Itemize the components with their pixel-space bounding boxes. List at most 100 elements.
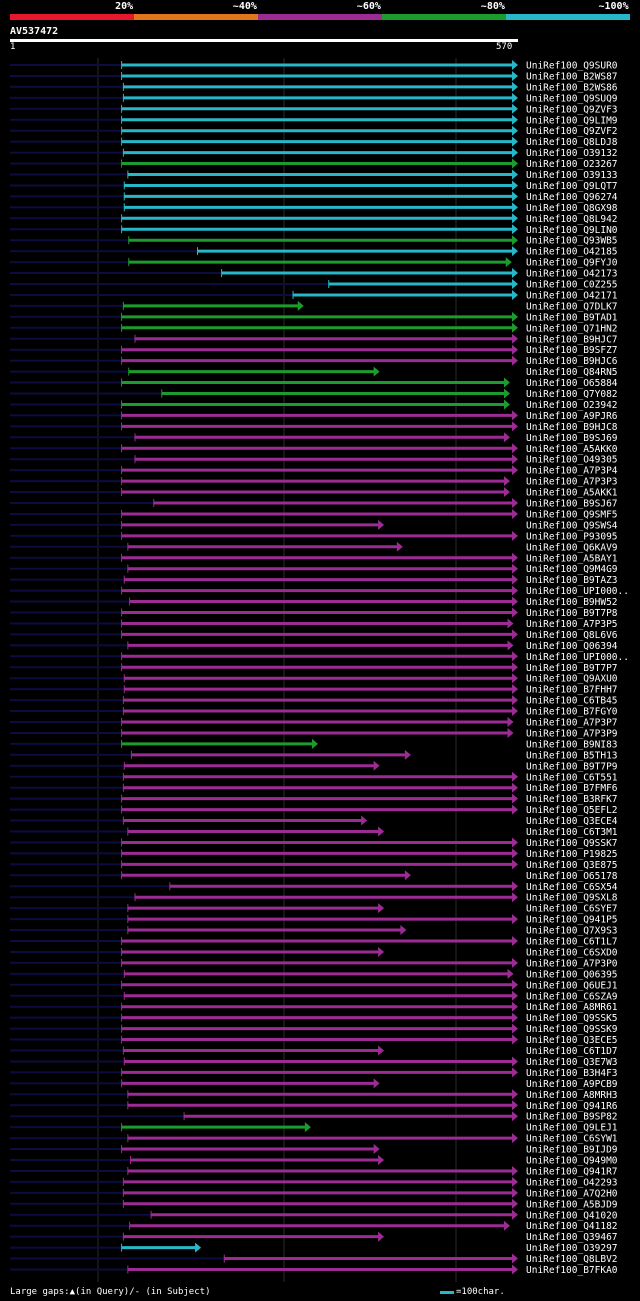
hit-name[interactable]: UniRef100_A8MRH3 xyxy=(526,1090,618,1101)
hit-name[interactable]: UniRef100_B9HJC8 xyxy=(526,422,618,433)
hit-name[interactable]: UniRef100_B9SJ69 xyxy=(526,433,618,444)
hit-name[interactable]: UniRef100_C6T1L7 xyxy=(526,937,618,948)
hit-name[interactable]: UniRef100_A7P3P4 xyxy=(526,466,618,477)
hit-name[interactable]: UniRef100_Q6UEJ1 xyxy=(526,980,618,991)
hit-name[interactable]: UniRef100_A7Q2H0 xyxy=(526,1188,618,1199)
hit-name[interactable]: UniRef100_Q9LIM9 xyxy=(526,115,618,126)
hit-name[interactable]: UniRef100_B9T7P8 xyxy=(526,608,618,619)
hit-name[interactable]: UniRef100_A9PCB9 xyxy=(526,1079,618,1090)
hit-name[interactable]: UniRef100_B9SFZ7 xyxy=(526,345,618,356)
hit-name[interactable]: UniRef100_Q9SSK9 xyxy=(526,1024,618,1035)
hit-name[interactable]: UniRef100_A7P3P3 xyxy=(526,477,618,488)
hit-name[interactable]: UniRef100_B7FKA0 xyxy=(526,1265,618,1276)
hit-name[interactable]: UniRef100_Q9SMF5 xyxy=(526,509,618,520)
hit-name[interactable]: UniRef100_A7P3P0 xyxy=(526,958,618,969)
hit-name[interactable]: UniRef100_O39297 xyxy=(526,1243,618,1254)
hit-name[interactable]: UniRef100_B7FGY0 xyxy=(526,707,618,718)
hit-name[interactable]: UniRef100_Q93WB5 xyxy=(526,236,618,247)
hit-name[interactable]: UniRef100_O42293 xyxy=(526,1177,618,1188)
hit-name[interactable]: UniRef100_O23267 xyxy=(526,159,618,170)
hit-name[interactable]: UniRef100_Q39467 xyxy=(526,1232,618,1243)
hit-name[interactable]: UniRef100_Q9SUR0 xyxy=(526,61,618,72)
hit-name[interactable]: UniRef100_Q41020 xyxy=(526,1210,618,1221)
hit-name[interactable]: UniRef100_Q6KAV9 xyxy=(526,542,618,553)
hit-name[interactable]: UniRef100_B2WS87 xyxy=(526,71,618,82)
hit-name[interactable]: UniRef100_Q941P5 xyxy=(526,915,618,926)
hit-name[interactable]: UniRef100_B9HW52 xyxy=(526,597,618,608)
hit-name[interactable]: UniRef100_B9T7P9 xyxy=(526,761,618,772)
hit-name[interactable]: UniRef100_C6SZA9 xyxy=(526,991,618,1002)
hit-name[interactable]: UniRef100_B7FHH7 xyxy=(526,685,618,696)
hit-name[interactable]: UniRef100_O42171 xyxy=(526,290,618,301)
hit-name[interactable]: UniRef100_Q3ECE5 xyxy=(526,1035,618,1046)
hit-name[interactable]: UniRef100_C6TB45 xyxy=(526,696,618,707)
hit-name[interactable]: UniRef100_P93095 xyxy=(526,531,618,542)
hit-name[interactable]: UniRef100_Q949M0 xyxy=(526,1156,618,1167)
hit-name[interactable]: UniRef100_B9NI83 xyxy=(526,739,618,750)
hit-name[interactable]: UniRef100_C6SXD0 xyxy=(526,947,618,958)
hit-name[interactable]: UniRef100_UPI000.. xyxy=(526,652,629,663)
hit-name[interactable]: UniRef100_Q9ZVF3 xyxy=(526,104,618,115)
hit-name[interactable]: UniRef100_Q8GX98 xyxy=(526,203,618,214)
hit-name[interactable]: UniRef100_B9TAZ3 xyxy=(526,575,618,586)
hit-name[interactable]: UniRef100_Q7DLK7 xyxy=(526,301,618,312)
hit-name[interactable]: UniRef100_Q7X9S3 xyxy=(526,926,618,937)
hit-name[interactable]: UniRef100_Q3E7W3 xyxy=(526,1057,618,1068)
hit-name[interactable]: UniRef100_A9PJR6 xyxy=(526,411,618,422)
hit-name[interactable]: UniRef100_Q9LIN0 xyxy=(526,225,618,236)
hit-name[interactable]: UniRef100_C6SYW1 xyxy=(526,1134,618,1145)
hit-name[interactable]: UniRef100_O42173 xyxy=(526,269,618,280)
hit-name[interactable]: UniRef100_Q41182 xyxy=(526,1221,618,1232)
hit-name[interactable]: UniRef100_Q941R7 xyxy=(526,1166,618,1177)
hit-name[interactable]: UniRef100_B5TH13 xyxy=(526,750,618,761)
hit-name[interactable]: UniRef100_B9HJC6 xyxy=(526,356,618,367)
hit-name[interactable]: UniRef100_Q71HN2 xyxy=(526,323,618,334)
hit-name[interactable]: UniRef100_B9TAD1 xyxy=(526,312,618,323)
hit-name[interactable]: UniRef100_Q9SUQ9 xyxy=(526,93,618,104)
hit-name[interactable]: UniRef100_B9T7P7 xyxy=(526,663,618,674)
hit-name[interactable]: UniRef100_B9SJ67 xyxy=(526,499,618,510)
hit-name[interactable]: UniRef100_Q9SSK5 xyxy=(526,1013,618,1024)
hit-name[interactable]: UniRef100_Q3ECE4 xyxy=(526,816,618,827)
hit-name[interactable]: UniRef100_O23942 xyxy=(526,400,618,411)
hit-name[interactable]: UniRef100_C6T1D7 xyxy=(526,1046,618,1057)
hit-name[interactable]: UniRef100_UPI000.. xyxy=(526,586,629,597)
hit-name[interactable]: UniRef100_O39133 xyxy=(526,170,618,181)
hit-name[interactable]: UniRef100_B9SP82 xyxy=(526,1112,618,1123)
hit-name[interactable]: UniRef100_O49305 xyxy=(526,455,618,466)
hit-name[interactable]: UniRef100_Q84RN5 xyxy=(526,367,618,378)
hit-name[interactable]: UniRef100_O65884 xyxy=(526,378,618,389)
hit-name[interactable]: UniRef100_Q8L942 xyxy=(526,214,618,225)
hit-name[interactable]: UniRef100_O42185 xyxy=(526,247,618,258)
hit-name[interactable]: UniRef100_C0Z255 xyxy=(526,280,618,291)
hit-name[interactable]: UniRef100_Q06395 xyxy=(526,969,618,980)
hit-name[interactable]: UniRef100_O65178 xyxy=(526,871,618,882)
hit-name[interactable]: UniRef100_B2WS86 xyxy=(526,82,618,93)
hit-name[interactable]: UniRef100_C6T3M1 xyxy=(526,827,618,838)
hit-name[interactable]: UniRef100_Q7Y082 xyxy=(526,389,618,400)
hit-name[interactable]: UniRef100_O39132 xyxy=(526,148,618,159)
hit-name[interactable]: UniRef100_Q9SXL8 xyxy=(526,893,618,904)
hit-name[interactable]: UniRef100_A5BAY1 xyxy=(526,553,618,564)
hit-name[interactable]: UniRef100_Q5EFL2 xyxy=(526,805,618,816)
hit-name[interactable]: UniRef100_Q06394 xyxy=(526,641,618,652)
hit-name[interactable]: UniRef100_C6SYE7 xyxy=(526,904,618,915)
hit-name[interactable]: UniRef100_B9HJC7 xyxy=(526,334,618,345)
hit-name[interactable]: UniRef100_B3H4F3 xyxy=(526,1068,618,1079)
hit-name[interactable]: UniRef100_A7P3P5 xyxy=(526,619,618,630)
hit-name[interactable]: UniRef100_Q9FYJ0 xyxy=(526,258,618,269)
hit-name[interactable]: UniRef100_Q941R6 xyxy=(526,1101,618,1112)
hit-name[interactable]: UniRef100_C6T551 xyxy=(526,772,618,783)
hit-name[interactable]: UniRef100_A7P3P7 xyxy=(526,718,618,729)
hit-name[interactable]: UniRef100_A5AKK0 xyxy=(526,444,618,455)
hit-name[interactable]: UniRef100_P19825 xyxy=(526,849,618,860)
hit-name[interactable]: UniRef100_C6SX54 xyxy=(526,882,618,893)
hit-name[interactable]: UniRef100_Q9AXU0 xyxy=(526,674,618,685)
hit-name[interactable]: UniRef100_A7P3P9 xyxy=(526,728,618,739)
hit-name[interactable]: UniRef100_Q9ZVF2 xyxy=(526,126,618,137)
hit-name[interactable]: UniRef100_A8MR61 xyxy=(526,1002,618,1013)
hit-name[interactable]: UniRef100_A5AKK1 xyxy=(526,488,618,499)
hit-name[interactable]: UniRef100_B3RFK7 xyxy=(526,794,618,805)
hit-name[interactable]: UniRef100_Q9SSK7 xyxy=(526,838,618,849)
hit-name[interactable]: UniRef100_Q8LDJ8 xyxy=(526,137,618,148)
